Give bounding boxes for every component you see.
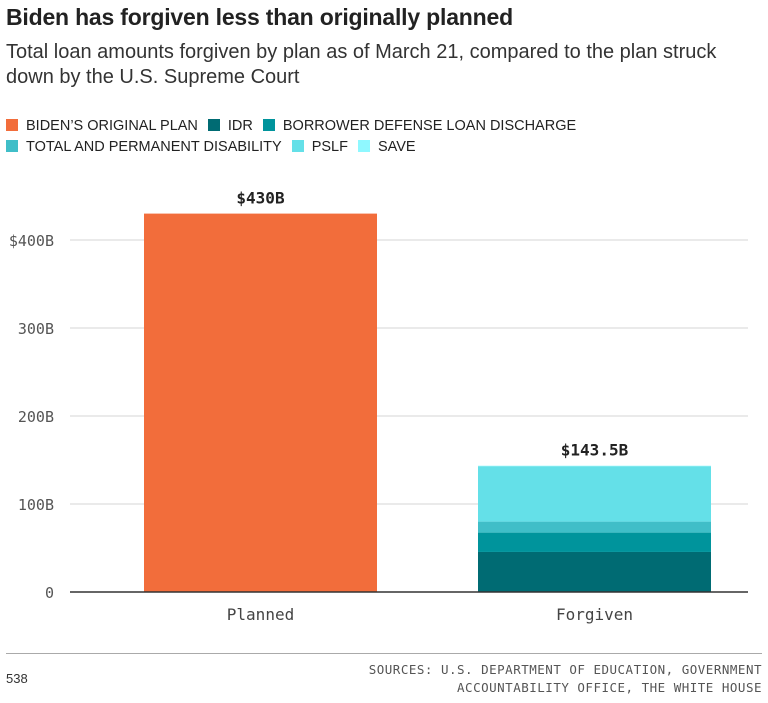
chart-subtitle: Total loan amounts forgiven by plan as o…	[6, 41, 717, 88]
legend-label: SAVE	[377, 139, 416, 155]
legend-label: TOTAL AND PERMANENT DISABILITY	[26, 139, 282, 155]
legend-swatch	[262, 119, 275, 131]
legend-item: TOTAL AND PERMANENT DISABILITY	[6, 137, 282, 158]
bar-segment	[144, 213, 377, 592]
y-tick-label: 100B	[18, 496, 54, 514]
legend-item: BORROWER DEFENSE LOAN DISCHARGE	[262, 116, 577, 137]
brand-label: 538	[6, 671, 28, 686]
y-tick-label: 200B	[18, 408, 54, 426]
total-label: $430B	[236, 189, 285, 208]
legend-item: PSLF	[291, 137, 348, 158]
legend-label: IDR	[227, 118, 253, 134]
bar-segment	[478, 521, 711, 533]
bar-segment	[478, 532, 711, 552]
x-tick-label: Forgiven	[556, 605, 633, 624]
chart: 0 100B 200B 300B $400B $430B Planned $143.5B For…	[9, 189, 748, 624]
total-label: $143.5B	[561, 441, 629, 460]
bar-segment	[478, 466, 711, 522]
legend-swatch	[6, 119, 18, 131]
legend: BIDEN’S ORIGINAL PLAN IDR BORROWER DEFENSE…	[6, 116, 766, 158]
source-note: SOURCES: U.S. DEPARTMENT OF EDUCATION, G…	[369, 661, 762, 697]
legend-item: SAVE	[357, 137, 416, 158]
x-tick-label: Planned	[227, 605, 294, 624]
legend-swatch	[357, 140, 370, 152]
legend-label: BIDEN’S ORIGINAL PLAN	[26, 118, 198, 134]
source-line: ACCOUNTABILITY OFFICE, THE WHITE HOUSE	[457, 680, 762, 695]
y-tick-label: 0	[45, 584, 54, 602]
source-line: SOURCES: U.S. DEPARTMENT OF EDUCATION, G…	[368, 662, 762, 677]
footer-divider	[6, 653, 762, 654]
bar-segment	[478, 551, 711, 592]
legend-label: BORROWER DEFENSE LOAN DISCHARGE	[282, 118, 577, 134]
legend-swatch	[291, 140, 304, 152]
legend-swatch	[207, 119, 220, 131]
chart-title: Biden has forgiven less than originally …	[6, 4, 513, 30]
legend-label: PSLF	[311, 139, 348, 155]
legend-item: IDR	[207, 116, 253, 137]
y-tick-label: 300B	[18, 320, 54, 338]
legend-swatch	[6, 140, 18, 152]
y-tick-label: $400B	[9, 232, 54, 250]
legend-item: BIDEN’S ORIGINAL PLAN	[6, 116, 198, 137]
